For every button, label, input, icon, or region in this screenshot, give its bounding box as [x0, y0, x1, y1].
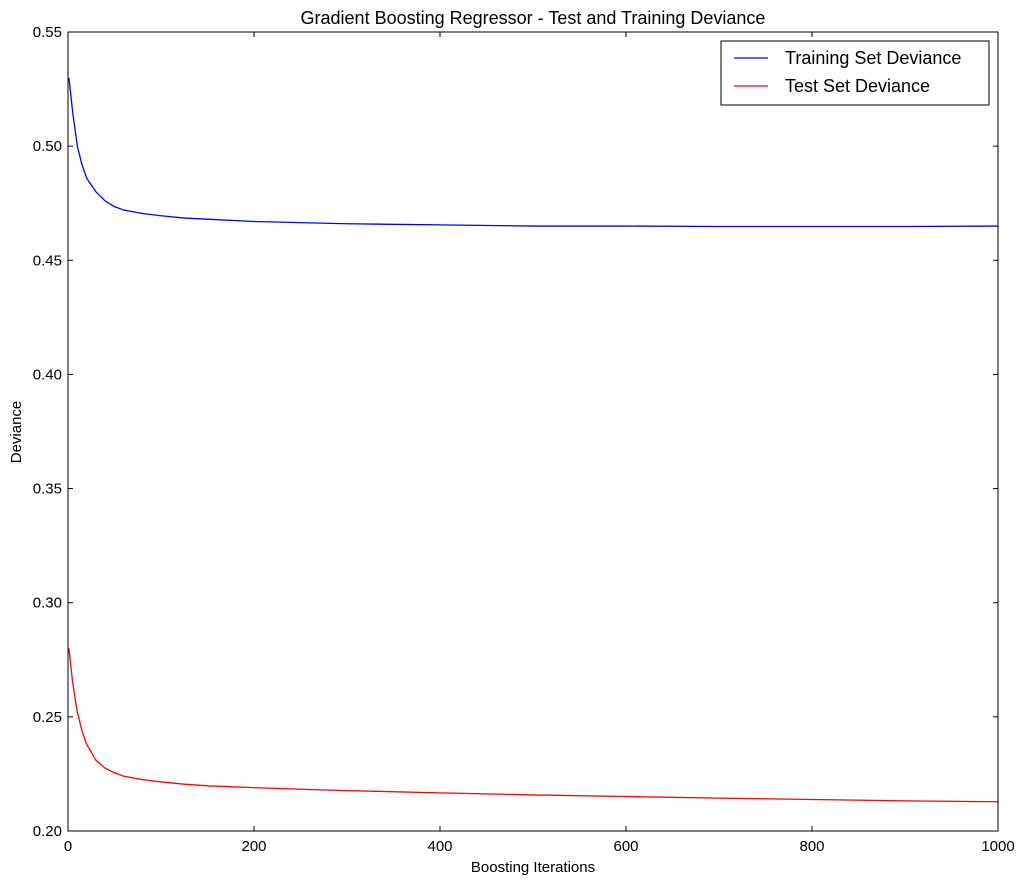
y-tick-label: 0.50 [33, 138, 62, 155]
legend-box [720, 40, 990, 106]
y-tick-label: 0.55 [33, 24, 62, 41]
y-tick-label: 0.30 [33, 595, 62, 612]
x-tick-label: 200 [241, 838, 266, 855]
x-tick-label: 0 [64, 838, 72, 855]
y-tick-label: 0.35 [33, 481, 62, 498]
x-tick-label: 800 [799, 838, 824, 855]
series-line-0 [68, 77, 999, 228]
legend: Training Set Deviance Test Set Deviance [720, 40, 990, 106]
y-axis-ticks: 0.20 0.25 0.30 0.35 0.40 0.45 0.50 0.55 [33, 24, 998, 840]
y-tick-label: 0.20 [33, 823, 62, 840]
plot-background [68, 32, 998, 831]
x-axis-label: Boosting Iterations [471, 859, 595, 876]
y-axis-label: Deviance [8, 401, 25, 464]
legend-label-0: Training Set Deviance [785, 48, 961, 68]
x-tick-label: 400 [427, 838, 452, 855]
y-tick-label: 0.25 [33, 709, 62, 726]
x-tick-label: 1000 [981, 838, 1014, 855]
x-tick-label: 600 [613, 838, 638, 855]
plot-area: 0 200 400 600 800 1000 0.200.250.300.350.400.… [33, 24, 1015, 855]
y-tick-label: 0.45 [33, 252, 62, 269]
plot-frame [67, 31, 999, 832]
series-layer [68, 77, 999, 803]
series-line-1 [68, 648, 999, 803]
chart-title: Gradient Boosting Regressor - Test and T… [301, 8, 766, 28]
y-tick-label: 0.40 [33, 366, 62, 383]
legend-label-1: Test Set Deviance [785, 76, 930, 96]
